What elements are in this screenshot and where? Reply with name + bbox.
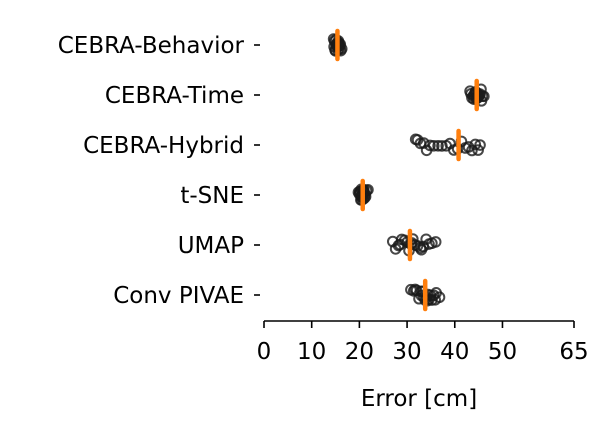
series-umap (386, 228, 442, 262)
data-point (427, 140, 440, 152)
x-tick-label: 20 (345, 339, 374, 365)
x-tick-label: 0 (257, 339, 272, 365)
x-axis-title: Error [cm] (361, 386, 477, 412)
x-tick-label: 30 (392, 339, 421, 365)
data-point (466, 144, 478, 157)
data-point (469, 138, 482, 151)
data-point (417, 137, 430, 149)
y-tick-label: UMAP (178, 233, 244, 259)
data-point (429, 294, 442, 306)
plot-area (327, 28, 490, 312)
data-point (472, 144, 484, 156)
y-tick-label: CEBRA-Hybrid (83, 133, 244, 159)
x-tick-label: 40 (440, 339, 469, 365)
x-axis: 0 10 20 30 40 50 65 (257, 320, 589, 365)
x-tick-label: 10 (297, 339, 326, 365)
series-cebra-hybrid (409, 128, 486, 162)
y-tick-label: CEBRA-Behavior (58, 33, 245, 59)
y-tick-label: Conv PIVAE (113, 283, 244, 309)
y-axis: CEBRA-Behavior CEBRA-Time CEBRA-Hybrid t-SN… (58, 33, 260, 309)
data-point (432, 139, 444, 152)
series-conv-pivae (405, 278, 446, 312)
data-point (429, 236, 442, 248)
x-tick-label: 65 (559, 339, 588, 365)
data-point (424, 139, 436, 152)
data-point (474, 139, 486, 151)
data-point (415, 243, 428, 256)
x-tick-label: 50 (488, 339, 517, 365)
y-tick-label: t-SNE (180, 183, 244, 209)
data-point (409, 283, 421, 296)
y-tick-label: CEBRA-Time (105, 83, 244, 109)
data-point (394, 238, 406, 251)
series-t-sne (352, 178, 374, 212)
series-cebra-behavior (327, 28, 348, 62)
series-cebra-time (464, 78, 490, 112)
